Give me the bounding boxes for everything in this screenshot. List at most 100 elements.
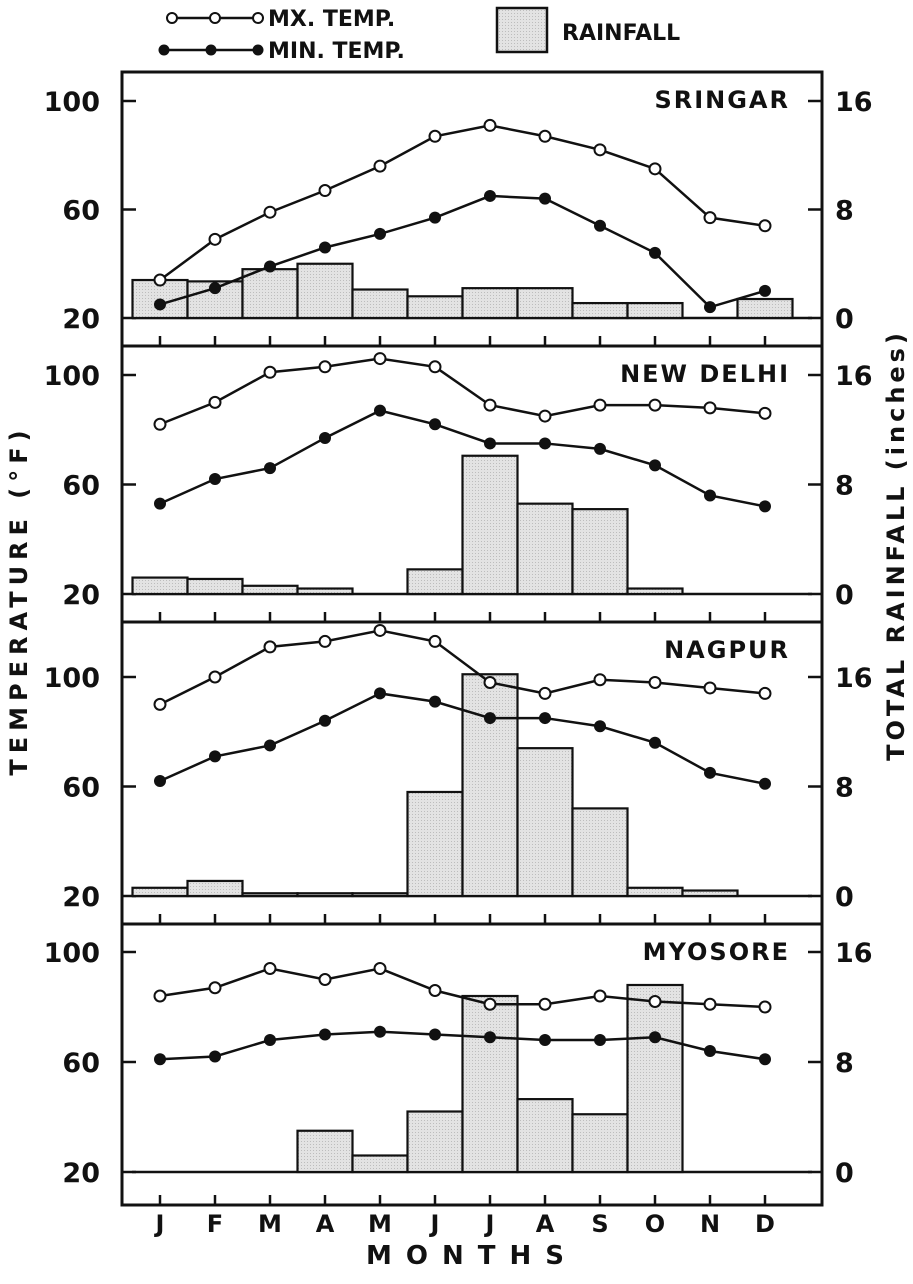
rainfall-bar-sringar-7 xyxy=(516,287,574,320)
rainfall-bar-nagpur-6 xyxy=(461,673,519,898)
max-temp-point xyxy=(593,989,607,1003)
max-temp-point xyxy=(483,398,497,412)
station-title: NAGPUR xyxy=(664,636,790,664)
month-label: D xyxy=(755,1210,775,1238)
legend-min-temp-symbol xyxy=(158,44,264,56)
rainfall-bar-sringar-4 xyxy=(351,288,409,320)
rainfall-bar-new-delhi-6 xyxy=(461,454,519,596)
min-temp-point xyxy=(539,712,551,725)
max-temp-point xyxy=(318,360,332,374)
rainfall-bar-nagpur-5 xyxy=(406,790,464,898)
min-temp-point xyxy=(374,1025,386,1038)
rainfall-bar-sringar-3 xyxy=(296,262,354,320)
left-axis-title: TEMPERATURE (°F) xyxy=(5,424,33,775)
max-temp-point xyxy=(263,962,277,975)
panel-sringar: 100 60 20 16 8 0 SRINGAR xyxy=(44,70,873,348)
min-temp-point xyxy=(209,473,221,486)
min-temp-point xyxy=(484,712,496,725)
right-tick-label: 0 xyxy=(835,304,854,335)
month-label: A xyxy=(536,1210,555,1238)
legend: MX. TEMP. MIN. TEMP. RAINFALL xyxy=(158,6,680,64)
min-temp-point xyxy=(484,189,496,202)
max-temp-point xyxy=(318,634,332,648)
max-temp-point xyxy=(758,686,772,700)
panel-new-delhi: 100 60 20 16 8 0 NEW DELHI xyxy=(44,344,873,624)
panel-nagpur: 100 60 20 16 8 0 NAGPUR xyxy=(44,620,873,926)
min-temp-point xyxy=(649,736,661,749)
min-temp-point xyxy=(759,500,771,513)
min-temp-point xyxy=(209,282,221,295)
rainfall-bar-nagpur-2 xyxy=(241,892,299,898)
min-temp-line xyxy=(159,1030,766,1061)
min-temp-point xyxy=(319,431,331,444)
rainfall-bar-myosore-7 xyxy=(516,1098,574,1174)
max-temp-point xyxy=(648,162,662,176)
min-temp-point xyxy=(539,192,551,205)
max-temp-point xyxy=(703,681,717,695)
rainfall-bar-sringar-9 xyxy=(626,301,684,320)
right-tick-label: 0 xyxy=(835,882,854,913)
rainfall-bar-new-delhi-5 xyxy=(406,568,464,596)
rainfall-bar-sringar-2 xyxy=(241,268,299,320)
right-tick-label: 16 xyxy=(835,663,873,694)
min-temp-point xyxy=(484,1031,496,1044)
right-tick-label: 8 xyxy=(835,471,854,502)
max-temp-point xyxy=(318,973,332,986)
x-axis-title: MONTHS xyxy=(366,1241,578,1271)
left-tick-label: 60 xyxy=(62,773,100,804)
min-temp-point xyxy=(704,489,716,502)
max-temp-point xyxy=(153,697,167,711)
station-title: SRINGAR xyxy=(654,86,790,114)
max-temp-point xyxy=(758,1000,772,1014)
min-temp-point xyxy=(429,211,441,224)
max-temp-point xyxy=(373,159,387,173)
max-temp-point xyxy=(538,686,552,700)
rainfall-bar-new-delhi-9 xyxy=(626,587,684,596)
rainfall-bar-new-delhi-7 xyxy=(516,502,574,596)
right-tick-label: 8 xyxy=(835,196,854,227)
month-label: A xyxy=(316,1210,335,1238)
max-temp-point xyxy=(373,962,387,975)
legend-max-temp-symbol xyxy=(166,12,264,24)
max-temp-point xyxy=(263,640,277,654)
min-temp-point xyxy=(209,750,221,763)
rainfall-bar-nagpur-9 xyxy=(626,886,684,898)
right-tick-label: 16 xyxy=(835,938,873,969)
rainfall-bar-new-delhi-0 xyxy=(131,576,189,596)
max-temp-point xyxy=(593,143,607,157)
left-tick-label: 20 xyxy=(62,882,100,913)
max-temp-point xyxy=(208,232,222,246)
max-temp-line xyxy=(159,357,766,426)
min-temp-line xyxy=(159,409,766,508)
max-temp-point xyxy=(373,623,387,637)
right-tick-label: 0 xyxy=(835,1158,854,1189)
max-temp-point xyxy=(593,398,607,412)
max-temp-point xyxy=(648,995,662,1008)
left-tick-label: 20 xyxy=(62,580,100,611)
min-temp-point xyxy=(539,1034,551,1046)
max-temp-point xyxy=(648,675,662,689)
min-temp-point xyxy=(264,739,276,752)
left-tick-label: 20 xyxy=(62,304,100,335)
left-tick-label: 100 xyxy=(44,663,100,694)
rainfall-bar-myosore-4 xyxy=(351,1154,409,1174)
legend-rainfall-label: RAINFALL xyxy=(562,21,680,46)
left-tick-label: 60 xyxy=(62,196,100,227)
min-temp-point xyxy=(429,418,441,431)
min-temp-line xyxy=(159,194,766,309)
month-label: J xyxy=(154,1210,165,1238)
max-temp-point xyxy=(538,409,552,423)
max-temp-point xyxy=(263,205,277,219)
month-label: N xyxy=(700,1210,720,1238)
min-temp-point xyxy=(154,497,166,510)
min-temp-point xyxy=(374,404,386,417)
rainfall-bar-nagpur-7 xyxy=(516,747,574,898)
right-tick-label: 16 xyxy=(835,87,873,118)
month-label: F xyxy=(207,1210,223,1238)
max-temp-point xyxy=(703,211,717,225)
max-temp-point xyxy=(208,395,222,409)
rainfall-bar-myosore-9 xyxy=(626,983,684,1174)
min-temp-point xyxy=(759,1053,771,1066)
month-label: S xyxy=(591,1210,608,1238)
